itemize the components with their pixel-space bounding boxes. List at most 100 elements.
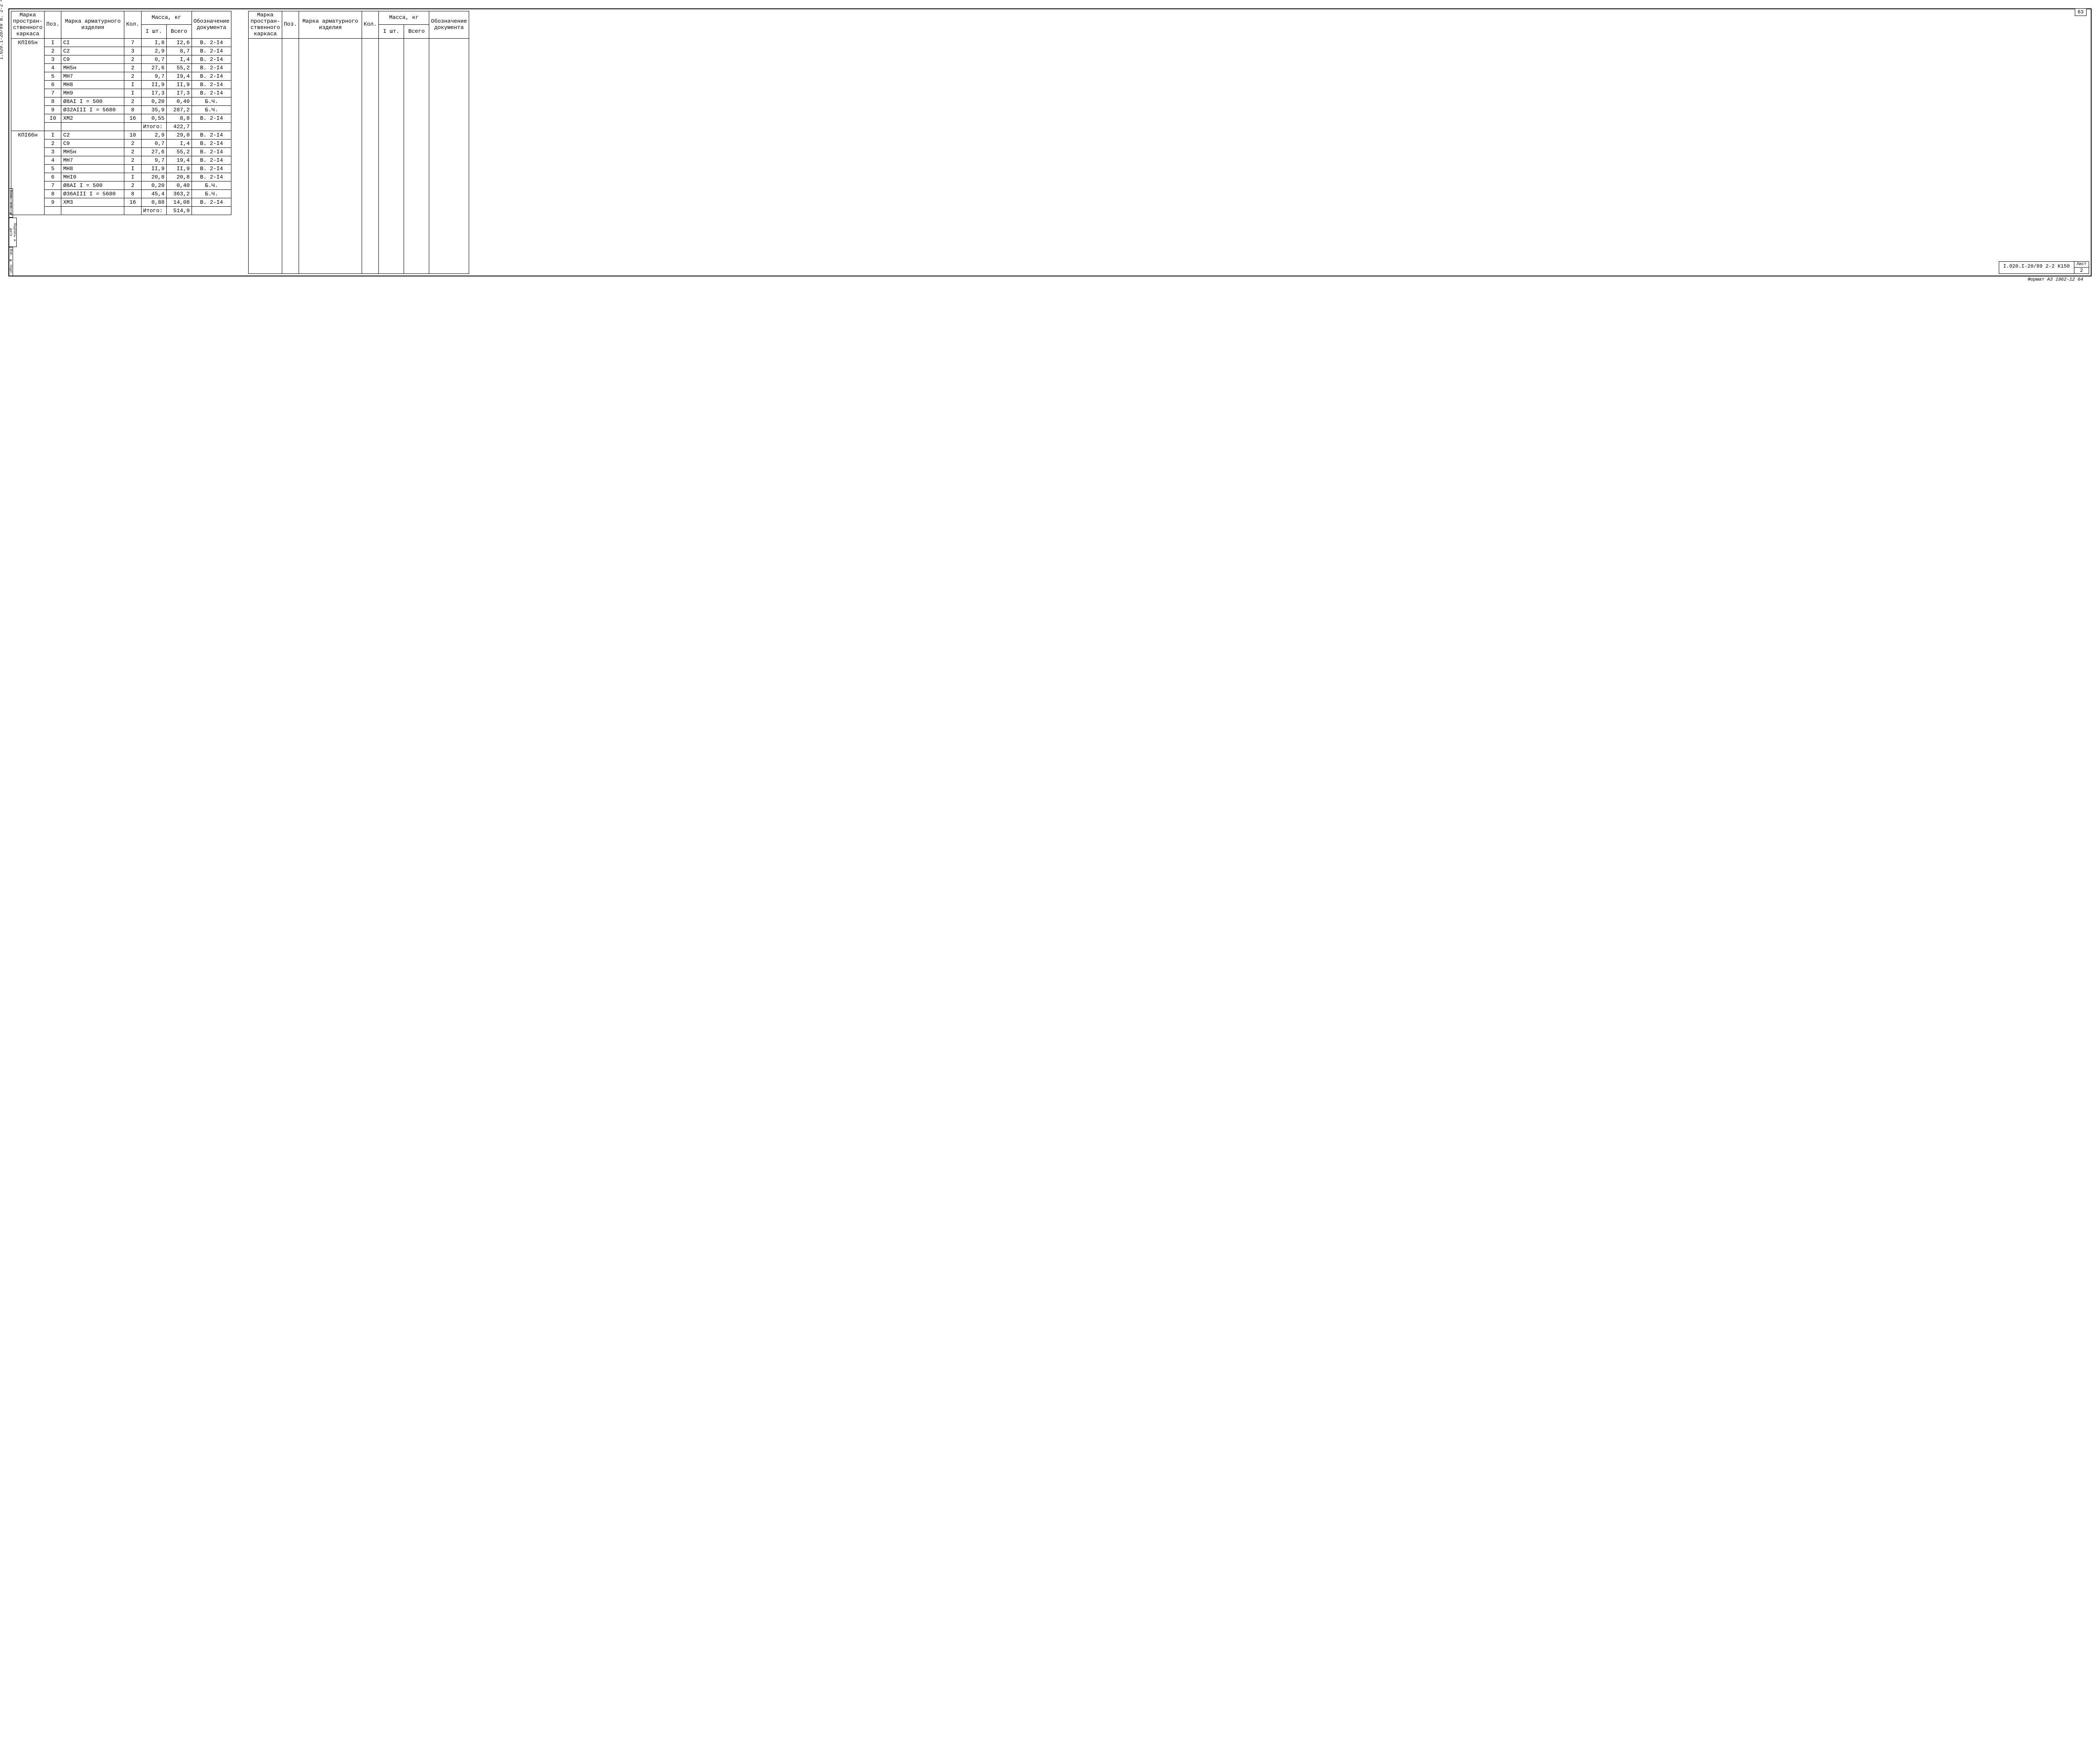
cell-izd: МН5н — [61, 63, 124, 72]
cell-mass-unit: 0,55 — [141, 114, 166, 122]
cell-itogo-label: Итого: — [141, 122, 166, 131]
cell-kol: 2 — [124, 97, 141, 105]
cell-doc: В. 2-I4 — [192, 198, 231, 206]
table-row: КПI66нIС2102,929,0В. 2-I4 — [11, 131, 231, 139]
table-row: 9Ø32АIII I = 5680835,9287,2Б.Ч. — [11, 105, 231, 114]
cell-doc: Б.Ч. — [192, 189, 231, 198]
cell-mass-total: I,4 — [166, 139, 192, 147]
cell-mass-total: I,4 — [166, 55, 192, 63]
cell-doc: В. 2-I4 — [192, 38, 231, 47]
cell-kol: I — [124, 80, 141, 89]
cell-doc: В. 2-I4 — [192, 114, 231, 122]
cell-mass-unit: 0,20 — [141, 97, 166, 105]
cell-poz: 8 — [45, 97, 61, 105]
cell-mass-total: 0,40 — [166, 97, 192, 105]
table-row: 8Ø36АIII I = 5680845,4363,2Б.Ч. — [11, 189, 231, 198]
table-row: 8Ø8АI I = 50020,200,40Б.Ч. — [11, 97, 231, 105]
cell-itogo-value: 514,9 — [166, 206, 192, 215]
th-massa: Масса, кг — [141, 11, 192, 25]
th-kol: Кол. — [124, 11, 141, 39]
table-row: 5МН729,7I9,4В. 2-I4 — [11, 72, 231, 80]
table-row: 3С920,7I,4В. 2-I4 — [11, 55, 231, 63]
th-kol-r: Кол. — [362, 11, 378, 39]
cell-mass-total: I9,4 — [166, 72, 192, 80]
group-marka: КПI66н — [11, 131, 45, 215]
cell-mass-total: 8,7 — [166, 47, 192, 55]
cell-mass-unit: 27,6 — [141, 147, 166, 156]
cell-izd: МНI0 — [61, 173, 124, 181]
title-block-list-num: 2 — [2074, 268, 2089, 273]
side-doc-label: I.020.1-20/89 В. 2-2 ч.2 — [0, 0, 4, 60]
cell-empty — [124, 206, 141, 215]
cell-mass-unit: 45,4 — [141, 189, 166, 198]
side-revision-boxes: Взам. инв. №Подпись и датаИнв. № подл. — [8, 188, 16, 276]
cell-doc: В. 2-I4 — [192, 156, 231, 164]
cell-izd: Ø32АIII I = 5680 — [61, 105, 124, 114]
cell-poz: 3 — [45, 55, 61, 63]
cell-empty — [192, 206, 231, 215]
cell-kol: 16 — [124, 198, 141, 206]
cell-mass-total: 363,2 — [166, 189, 192, 198]
th-massa-unit-r: I шт. — [379, 25, 404, 38]
cell-izd: Ø8АI I = 500 — [61, 97, 124, 105]
cell-doc: Б.Ч. — [192, 97, 231, 105]
cell-kol: 8 — [124, 105, 141, 114]
group-marka: КПI65н — [11, 38, 45, 131]
spec-table-right: Марка простран-ственного каркаса Поз. Ма… — [248, 11, 469, 274]
th-massa-r: Масса, кг — [379, 11, 429, 25]
cell-mass-total: II,9 — [166, 80, 192, 89]
th-marka-karkasa-r: Марка простран-ственного каркаса — [249, 11, 282, 39]
cell-mass-total: 287,2 — [166, 105, 192, 114]
side-box: Взам. инв. № — [8, 188, 13, 218]
cell-poz: 7 — [45, 89, 61, 97]
table-row: 4МН5н227,655,2В. 2-I4 — [11, 63, 231, 72]
cell-poz: 4 — [45, 156, 61, 164]
cell-doc: В. 2-I4 — [192, 173, 231, 181]
cell-izd: МН5н — [61, 147, 124, 156]
cell-mass-total: 14,08 — [166, 198, 192, 206]
cell-izd: Ø36АIII I = 5680 — [61, 189, 124, 198]
cell-doc: В. 2-I4 — [192, 89, 231, 97]
cell-poz: 9 — [45, 198, 61, 206]
cell-mass-unit: 0,7 — [141, 139, 166, 147]
table-row: КПI65нIСI7I,8I2,6В. 2-I4 — [11, 38, 231, 47]
cell-poz: 3 — [45, 147, 61, 156]
th-izdelie-r: Марка арматурного изделия — [299, 11, 362, 39]
cell-kol: 10 — [124, 131, 141, 139]
cell-izd: С2 — [61, 131, 124, 139]
cell-mass-total: 19,4 — [166, 156, 192, 164]
table-row: 2С232,98,7В. 2-I4 — [11, 47, 231, 55]
cell-izd: СI — [61, 38, 124, 47]
cell-mass-unit: I7,3 — [141, 89, 166, 97]
footer-note: Формат А3 1962-12 64 — [8, 276, 2092, 282]
table-row: I0ХМ2160,558,8В. 2-I4 — [11, 114, 231, 122]
cell-izd: МН7 — [61, 156, 124, 164]
cell-mass-unit: 20,8 — [141, 173, 166, 181]
cell-mass-unit: 9,7 — [141, 156, 166, 164]
cell-izd: МН8 — [61, 80, 124, 89]
table-row — [249, 38, 469, 273]
cell-doc: В. 2-I4 — [192, 139, 231, 147]
cell-kol: 2 — [124, 181, 141, 189]
cell-poz: 6 — [45, 80, 61, 89]
table-row: 3МН5н227,655,2В. 2-I4 — [11, 147, 231, 156]
cell-poz: 6 — [45, 173, 61, 181]
cell-mass-unit: I,8 — [141, 38, 166, 47]
cell-empty — [45, 122, 61, 131]
cell-mass-total: I2,6 — [166, 38, 192, 47]
cell-izd: С9 — [61, 55, 124, 63]
cell-mass-unit: 0,20 — [141, 181, 166, 189]
cell-poz: I — [45, 38, 61, 47]
cell-poz: I0 — [45, 114, 61, 122]
cell-izd: ХМ3 — [61, 198, 124, 206]
cell-kol: 8 — [124, 189, 141, 198]
cell-empty — [61, 206, 124, 215]
cell-poz: 8 — [45, 189, 61, 198]
cell-poz: 4 — [45, 63, 61, 72]
cell-kol: 3 — [124, 47, 141, 55]
title-block-code: I.020.I-20/89 2-2 К150 — [1999, 262, 2074, 273]
cell-kol: 2 — [124, 156, 141, 164]
title-block: I.020.I-20/89 2-2 К150 Лист 2 — [1999, 261, 2089, 274]
cell-empty — [124, 122, 141, 131]
cell-kol: I — [124, 89, 141, 97]
